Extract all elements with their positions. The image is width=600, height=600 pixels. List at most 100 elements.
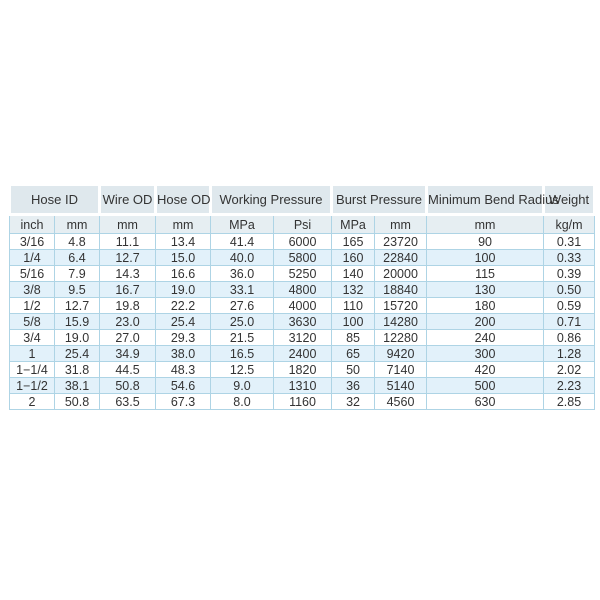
table-cell: 21.5	[210, 329, 274, 346]
table-cell: 40.0	[210, 249, 274, 266]
table-cell: 115	[426, 265, 545, 282]
table-cell: 19.8	[99, 297, 156, 314]
table-row: 5/16 7.9 14.3 16.6 36.0 5250 140 20000 115 0.39	[9, 265, 596, 282]
table-cell: 38.1	[54, 377, 100, 394]
table-cell: 1/2	[9, 297, 55, 314]
table-cell: 0.86	[543, 329, 596, 346]
table-cell: 85	[331, 329, 376, 346]
table-cell: 180	[426, 297, 545, 314]
table-cell: 1.28	[543, 345, 596, 362]
table-cell: 3630	[272, 313, 333, 330]
unit-header-cell: MPa	[210, 213, 274, 234]
table-cell: 5250	[272, 265, 333, 282]
table-cell: 18840	[374, 281, 428, 298]
table-cell: 19.0	[54, 329, 100, 346]
table-cell: 63.5	[99, 393, 156, 410]
table-cell: 34.9	[99, 345, 156, 362]
table-cell: 54.6	[155, 377, 211, 394]
table-cell: 12280	[374, 329, 428, 346]
table-cell: 23720	[374, 233, 428, 250]
table-cell: 11.1	[99, 233, 156, 250]
table-cell: 19.0	[155, 281, 211, 298]
table-cell: 9.0	[210, 377, 274, 394]
table-row: 3/8 9.5 16.7 19.0 33.1 4800 132 18840 130 0.50	[9, 281, 596, 298]
table-cell: 36	[331, 377, 376, 394]
table-cell: 41.4	[210, 233, 274, 250]
table-cell: 630	[426, 393, 545, 410]
table-cell: 1820	[272, 361, 333, 378]
unit-header-cell: Psi	[272, 213, 333, 234]
table-cell: 4800	[272, 281, 333, 298]
table-cell: 0.33	[543, 249, 596, 266]
table-cell: 110	[331, 297, 376, 314]
table-cell: 9420	[374, 345, 428, 362]
unit-header-cell: inch	[9, 213, 55, 234]
unit-header-cell: mm	[155, 213, 211, 234]
table-cell: 2.23	[543, 377, 596, 394]
table-cell: 1	[9, 345, 55, 362]
table-cell: 25.4	[54, 345, 100, 362]
table-cell: 14.3	[99, 265, 156, 282]
table-row: 5/8 15.9 23.0 25.4 25.0 3630 100 14280 200 0.71	[9, 313, 596, 330]
table-cell: 5/8	[9, 313, 55, 330]
table-cell: 25.0	[210, 313, 274, 330]
table-cell: 16.6	[155, 265, 211, 282]
table-cell: 31.8	[54, 361, 100, 378]
table-cell: 33.1	[210, 281, 274, 298]
table-row: 3/4 19.0 27.0 29.3 21.5 3120 85 12280 240 0.86	[9, 329, 596, 346]
unit-header-row: inch mm mm mm MPa Psi MPa mm mm kg/m	[9, 213, 596, 234]
unit-header-cell: mm	[426, 213, 545, 234]
group-header-burst-pressure: Burst Pressure	[330, 183, 429, 216]
table-cell: 32	[331, 393, 376, 410]
table-cell: 1−1/4	[9, 361, 55, 378]
table-cell: 27.0	[99, 329, 156, 346]
table-cell: 300	[426, 345, 545, 362]
table-cell: 12.5	[210, 361, 274, 378]
table-cell: 5140	[374, 377, 428, 394]
table-row: 1 25.4 34.9 38.0 16.5 2400 65 9420 300 1.28	[9, 345, 596, 362]
group-header-minimum-bend-radius: Minimum Bend Radius	[425, 183, 559, 216]
table-cell: 1310	[272, 377, 333, 394]
table-cell: 9.5	[54, 281, 100, 298]
table-cell: 0.71	[543, 313, 596, 330]
group-header-wire-od: Wire OD	[98, 183, 157, 216]
table-cell: 22.2	[155, 297, 211, 314]
table-cell: 165	[331, 233, 376, 250]
table-cell: 15720	[374, 297, 428, 314]
table-cell: 22840	[374, 249, 428, 266]
table-cell: 240	[426, 329, 545, 346]
group-header-weight: Weight	[542, 183, 597, 216]
table-cell: 50.8	[54, 393, 100, 410]
table-cell: 23.0	[99, 313, 156, 330]
group-header-hose-od: Hose OD	[154, 183, 212, 216]
table-cell: 100	[426, 249, 545, 266]
table-cell: 4000	[272, 297, 333, 314]
table-cell: 2	[9, 393, 55, 410]
table-row: 1−1/2 38.1 50.8 54.6 9.0 1310 36 5140 500 2.23	[9, 377, 596, 394]
group-header-hose-id: Hose ID	[8, 183, 101, 216]
table-row: 1/4 6.4 12.7 15.0 40.0 5800 160 22840 100 0.33	[9, 249, 596, 266]
table-cell: 2.02	[543, 361, 596, 378]
table-cell: 100	[331, 313, 376, 330]
hose-specification-table: Hose ID Wire OD Hose OD Working Pressure Bur…	[8, 183, 597, 410]
table-cell: 65	[331, 345, 376, 362]
table-header: Hose ID Wire OD Hose OD Working Pressure Bur…	[8, 183, 597, 234]
table-cell: 12.7	[99, 249, 156, 266]
unit-header-cell: kg/m	[543, 213, 596, 234]
table-cell: 0.59	[543, 297, 596, 314]
table-cell: 420	[426, 361, 545, 378]
table-row: 3/16 4.8 11.1 13.4 41.4 6000 165 23720 90 0.31	[9, 233, 596, 250]
table-cell: 5800	[272, 249, 333, 266]
table-cell: 48.3	[155, 361, 211, 378]
table-cell: 6.4	[54, 249, 100, 266]
table-cell: 44.5	[99, 361, 156, 378]
table-cell: 4.8	[54, 233, 100, 250]
table-cell: 67.3	[155, 393, 211, 410]
unit-header-cell: mm	[54, 213, 100, 234]
table-cell: 29.3	[155, 329, 211, 346]
unit-header-cell: mm	[99, 213, 156, 234]
table-cell: 25.4	[155, 313, 211, 330]
table-body: 3/16 4.8 11.1 13.4 41.4 6000 165 23720 90 0.31 1/4…	[9, 233, 596, 410]
table-cell: 7140	[374, 361, 428, 378]
table-cell: 500	[426, 377, 545, 394]
